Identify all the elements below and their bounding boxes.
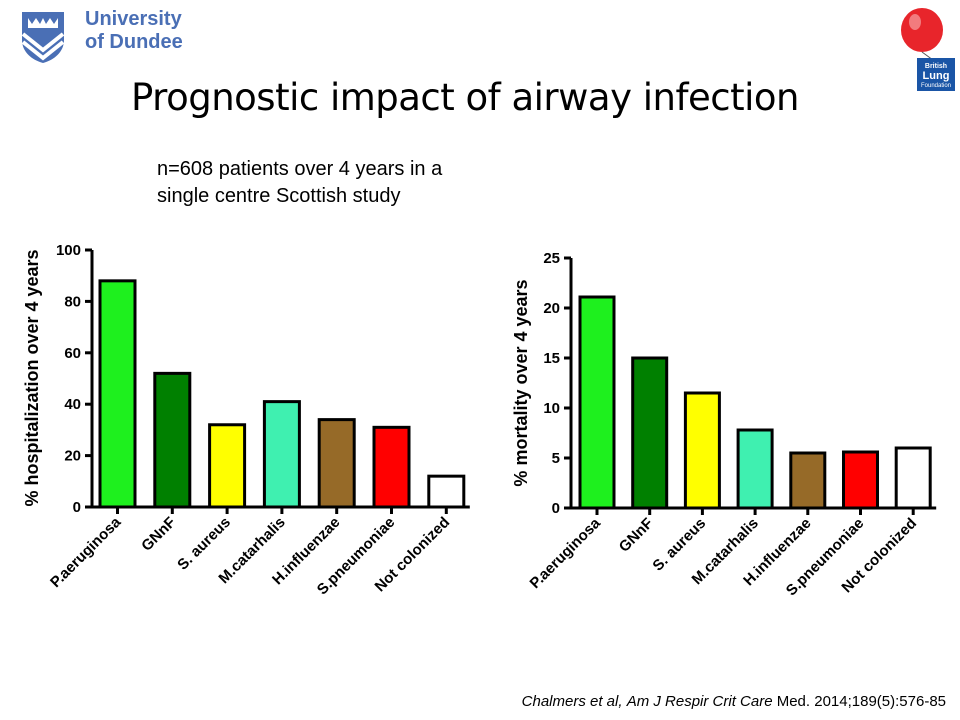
hosp-y-tick-label: 100	[56, 242, 81, 259]
mort-y-tick-label: 20	[543, 300, 560, 317]
subtitle-line2: single centre Scottish study	[157, 185, 401, 207]
hosp-y-tick-label: 60	[64, 345, 81, 362]
hosp-bar-3	[208, 423, 247, 509]
hosp-y-tick-label: 80	[64, 293, 81, 310]
mort-bar-3	[683, 391, 721, 510]
mort-bar-4	[736, 428, 774, 510]
mort-bar-6	[842, 450, 879, 510]
citation: Chalmers et al, Am J Respir Crit Care Me…	[522, 693, 946, 710]
mort-y-tick-label: 25	[543, 250, 560, 267]
hosp-bar-7	[427, 474, 466, 509]
mort-bar-5	[789, 451, 827, 510]
blf-line3: Foundation	[921, 83, 951, 89]
blf-line2: Lung	[923, 70, 950, 82]
hosp-bar-4	[262, 400, 301, 509]
mort-y-tick-label: 15	[543, 350, 560, 367]
hosp-y-axis-title: % hospitalization over 4 years	[22, 249, 42, 506]
mort-y-axis-title: % mortality over 4 years	[511, 279, 531, 486]
hosp-bar-2	[153, 371, 192, 509]
logo-line2: of Dundee	[85, 31, 183, 53]
british-lung-foundation-logo[interactable]: British Lung Foundation	[895, 4, 957, 94]
shield-icon	[21, 12, 65, 63]
university-name: University of Dundee	[85, 8, 183, 54]
mort-y-tick-label: 5	[552, 450, 560, 467]
study-description: n=608 patients over 4 years in a single …	[157, 156, 537, 210]
hosp-bar-5	[317, 418, 356, 509]
mort-bar-2	[631, 356, 669, 510]
citation-journal: Am J Respir Crit Care	[626, 693, 773, 710]
hosp-y-tick-label: 0	[73, 499, 81, 516]
hosp-y-tick-label: 40	[64, 396, 81, 413]
mort-bar-7	[894, 446, 932, 510]
mort-category-label: GNnF	[616, 515, 657, 556]
mort-bar-1	[578, 295, 616, 510]
citation-authors: Chalmers et al,	[521, 693, 623, 710]
subtitle-line1: n=608 patients over 4 years in a	[157, 158, 443, 180]
page-title: Prognostic impact of airway infection	[131, 76, 799, 119]
mort-y-tick-label: 0	[552, 500, 560, 517]
university-logo[interactable]: University of Dundee	[12, 8, 202, 66]
blf-line1: British	[925, 63, 947, 70]
mort-category-label: P.aeruginosa	[527, 514, 605, 592]
logo-line1: University	[85, 8, 182, 30]
mort-y-tick-label: 10	[543, 400, 560, 417]
citation-ref: Med. 2014;189(5):576-85	[772, 693, 946, 710]
hosp-y-tick-label: 20	[64, 448, 81, 465]
